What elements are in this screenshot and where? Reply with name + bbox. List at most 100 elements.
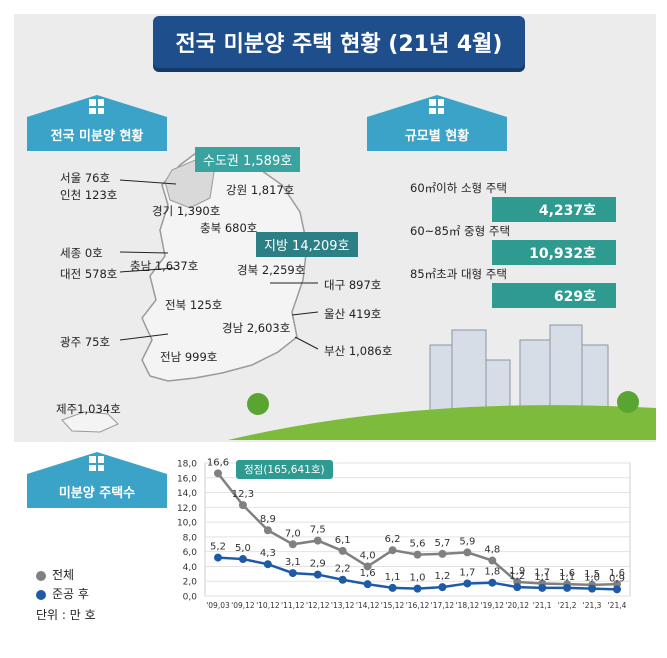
legend-total-label: 전체	[52, 568, 75, 582]
y-tick-label: 8,0	[183, 533, 198, 543]
leader-line-sejong	[119, 251, 169, 254]
capital-region-total: 수도권 1,589호	[195, 147, 301, 172]
label-gyeonggi: 경기 1,390호	[152, 204, 221, 218]
series-completed-point	[513, 583, 522, 592]
series-total-data-label: 5,7	[434, 538, 450, 549]
building-icon	[89, 456, 104, 471]
legend-completed-dot	[36, 589, 46, 600]
korea-mainland-shape	[141, 149, 308, 382]
x-tick-label: '21,2	[558, 601, 577, 610]
series-completed-point	[588, 584, 597, 593]
series-total-data-label: 7,5	[310, 525, 326, 536]
label-jeonbuk: 전북 125호	[165, 298, 223, 312]
series-completed-point	[438, 583, 447, 592]
x-tick-label: '11,12	[281, 601, 305, 610]
series-total-point	[413, 550, 422, 559]
x-tick-label: '18,12	[456, 601, 480, 610]
x-tick-label: '16,12	[406, 601, 430, 610]
series-completed-point	[463, 579, 472, 588]
label-gyeongbuk: 경북 2,259호	[237, 263, 306, 277]
x-tick-label: '09,03	[206, 601, 230, 610]
series-completed-data-label: 2,9	[310, 559, 326, 570]
x-tick-label: '14,12	[356, 601, 380, 610]
series-total-data-label: 6,1	[335, 535, 351, 546]
series-completed-point	[413, 584, 422, 593]
unit-note: 단위 : 만 호	[36, 608, 96, 622]
series-total-point	[488, 556, 497, 565]
local-region-total: 지방 14,209호	[256, 232, 358, 257]
series-total-point	[288, 540, 297, 549]
label-daegu: 대구 897호	[324, 278, 382, 292]
building-icon	[429, 99, 444, 114]
series-completed-point	[214, 553, 222, 562]
label-ulsan: 울산 419호	[324, 307, 382, 321]
series-total-data-label: 1,7	[534, 567, 550, 578]
y-tick-label: 18,0	[177, 460, 197, 470]
x-tick-label: '12,12	[306, 601, 330, 610]
series-completed-point	[488, 578, 497, 587]
series-total-point	[263, 526, 272, 535]
series-completed-point	[338, 575, 347, 584]
series-completed-data-label: 1,1	[559, 572, 575, 583]
series-completed-point	[538, 583, 547, 592]
series-completed-point	[263, 560, 272, 569]
series-completed-data-label: 1,2	[509, 571, 525, 582]
x-tick-label: '10,12	[256, 601, 280, 610]
label-jeju: 제주1,034호	[56, 402, 121, 416]
series-completed-data-label: 5,0	[235, 543, 251, 554]
x-tick-label: '15,12	[381, 601, 405, 610]
page-title: 전국 미분양 주택 현황 (21년 4월)	[153, 16, 525, 68]
series-total-point	[238, 501, 247, 510]
label-jeonnam: 전남 999호	[160, 350, 218, 364]
series-completed-point	[238, 555, 247, 564]
y-tick-label: 10,0	[177, 519, 197, 529]
x-tick-label: '09,12	[231, 601, 255, 610]
legend-total-dot	[36, 570, 46, 581]
series-completed-point	[563, 583, 572, 592]
series-completed-point	[288, 569, 297, 578]
label-sejong: 세종 0호	[60, 246, 103, 260]
series-completed-point	[388, 583, 397, 592]
size-large-label: 85㎡초과 대형 주택	[410, 267, 507, 281]
series-completed-data-label: 1,0	[410, 573, 426, 584]
series-total-point	[463, 548, 472, 557]
x-tick-label: '21,4	[608, 601, 627, 610]
series-completed-data-label: 1,6	[360, 568, 376, 579]
section-size-label: 규모별 현황	[367, 117, 507, 151]
y-tick-label: 4,0	[183, 563, 198, 573]
series-total-point	[214, 469, 222, 478]
series-total-data-label: 1,6	[609, 568, 625, 579]
series-completed-point	[313, 570, 322, 579]
jeju-shape	[61, 411, 119, 433]
section-national-label: 전국 미분양 현황	[27, 117, 167, 151]
grass-hill	[228, 405, 656, 440]
y-tick-label: 0,0	[183, 593, 198, 603]
label-daejeon: 대전 578호	[60, 267, 118, 281]
series-completed-data-label: 2,2	[335, 564, 351, 575]
x-tick-label: '21,3	[583, 601, 602, 610]
series-completed-data-label: 1,0	[584, 573, 600, 584]
series-total-data-label: 5,9	[459, 536, 475, 547]
leader-line-daejeon	[119, 267, 176, 273]
series-completed-data-label: 1,7	[459, 567, 475, 578]
series-total-point	[388, 546, 397, 555]
series-total-data-label: 7,0	[285, 528, 301, 539]
label-incheon: 인천 123호	[60, 188, 118, 202]
y-tick-label: 14,0	[177, 489, 197, 499]
label-gyeongnam: 경남 2,603호	[222, 321, 291, 335]
series-total-data-label: 5,6	[410, 539, 426, 550]
series-total-point	[338, 546, 347, 555]
series-completed-data-label: 0,9	[609, 573, 625, 584]
series-completed-point	[613, 585, 621, 594]
label-gangwon: 강원 1,817호	[226, 183, 295, 197]
x-tick-label: '21,1	[533, 601, 552, 610]
peak-annotation: 정점(165,641호)	[236, 460, 333, 479]
leader-line-seoul	[119, 179, 177, 185]
x-tick-label: '13,12	[331, 601, 355, 610]
series-total-point	[363, 562, 372, 571]
series-total-data-label: 6,2	[385, 534, 401, 545]
x-tick-label: '20,12	[505, 601, 529, 610]
x-tick-label: '19,12	[481, 601, 505, 610]
series-completed-data-label: 1,1	[534, 572, 550, 583]
label-chungnam: 충남 1,637호	[130, 259, 199, 273]
